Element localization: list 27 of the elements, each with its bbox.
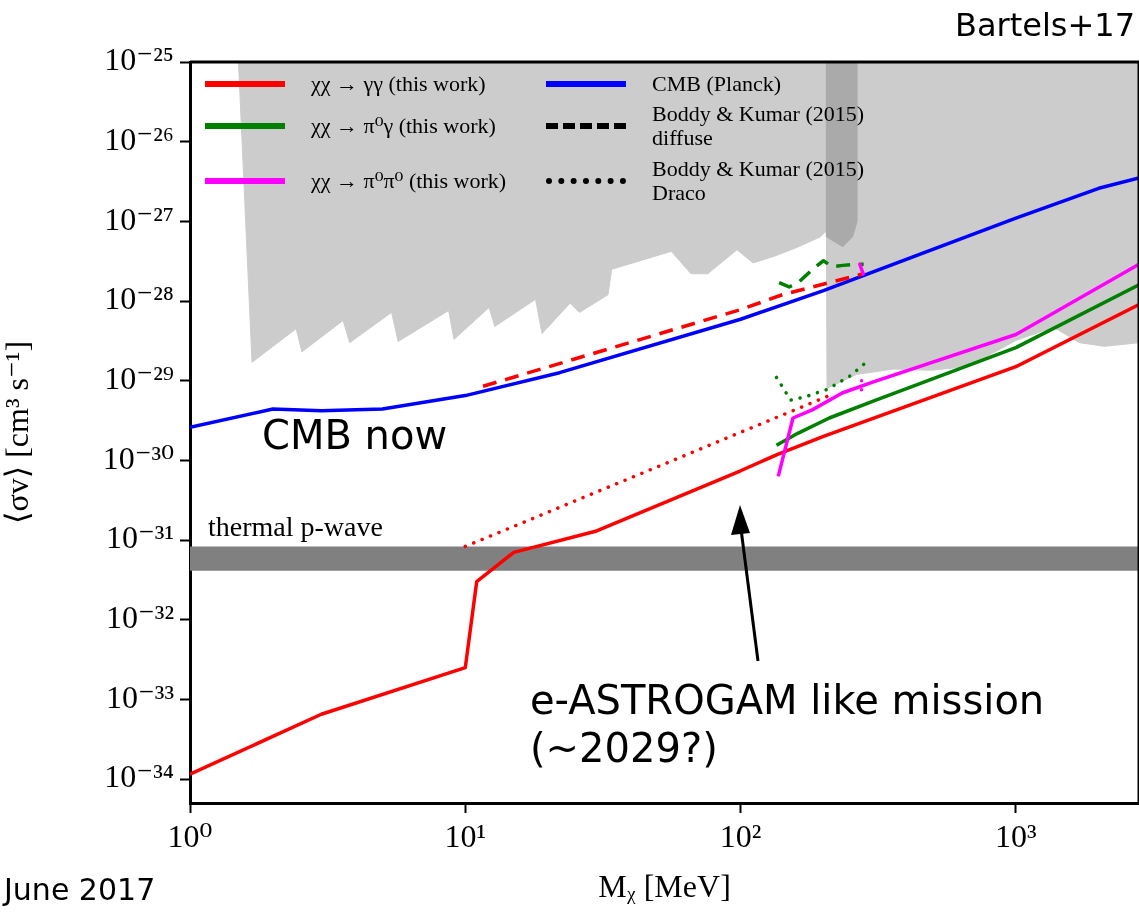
annotation: e-ASTROGAM like mission (~2029?): [530, 676, 1046, 772]
y-tick-label: 10⁻³¹: [105, 519, 174, 556]
legend-label: χχ → γγ (this work): [311, 71, 486, 97]
text: Bartels+17: [954, 6, 1135, 44]
x-axis-title: Mᵪ [MeV]: [598, 868, 731, 905]
x-tick-label: 10⁰: [167, 817, 213, 854]
annotation: CMB now: [262, 412, 448, 458]
legend-label: Boddy & Kumar (2015) Draco: [652, 155, 866, 205]
legend-label: CMB (Planck): [652, 71, 781, 97]
y-axis-title: ⟨σv⟩ [cm³ s⁻¹]: [0, 340, 35, 525]
y-tick-label: 10⁻³²: [105, 599, 174, 636]
y-tick-label: 10⁻³³: [105, 678, 174, 715]
x-tick-label: 10³: [995, 817, 1037, 854]
band-label: thermal p-wave: [208, 510, 383, 542]
y-tick-label: 10⁻²⁹: [104, 360, 174, 397]
y-tick-label: 10⁻²⁵: [104, 41, 174, 78]
legend-label: χχ → π⁰π⁰ (this work): [311, 167, 507, 193]
y-tick-label: 10⁻²⁶: [104, 121, 174, 158]
y-tick-label: 10⁻²⁸: [104, 280, 174, 317]
legend-label: χχ → π⁰γ (this work): [311, 113, 496, 139]
legend-label: Boddy & Kumar (2015) diffuse: [652, 101, 866, 151]
x-tick-label: 10¹: [444, 817, 487, 854]
x-tick-label: 10²: [719, 817, 762, 854]
text: June 2017: [4, 872, 156, 907]
y-tick-label: 10⁻²⁷: [104, 200, 174, 237]
y-tick-label: 10⁻³⁰: [102, 439, 174, 476]
y-tick-label: 10⁻³⁴: [104, 758, 174, 795]
